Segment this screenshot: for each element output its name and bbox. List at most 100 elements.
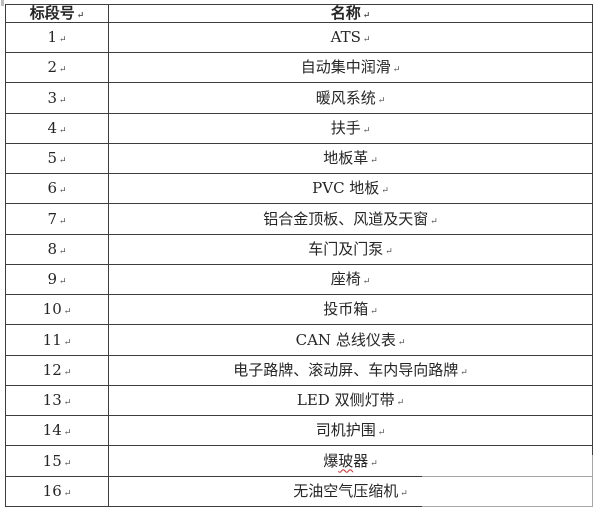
paragraph-mark-icon: ↵ [63,337,72,348]
paragraph-mark-icon: ↵ [76,11,85,21]
section-no: 5 [47,149,57,168]
table-row: 6 ↵ PVC 地板 ↵ [5,173,593,205]
paragraph-mark-icon: ↵ [63,367,72,378]
section-no-cell: 14 ↵ [5,415,109,447]
section-no-cell: 12 ↵ [5,354,109,386]
section-no-cell: 3 ↵ [5,82,109,114]
section-name: 暖风系统 [315,88,376,107]
table-row: 11 ↵ CAN 总线仪表 ↵ [5,324,593,356]
section-no: 1 [47,28,57,47]
paragraph-mark-icon: ↵ [397,337,406,348]
section-no-cell: 2 ↵ [5,52,109,84]
misspelled-text: 玻 [338,451,354,470]
header-cell-section-no: 标段号 ↵ [5,4,109,23]
table-row: 4 ↵ 扶手 ↵ [5,112,593,144]
section-no-cell: 16 ↵ [5,475,109,508]
paragraph-mark-icon: ↵ [362,35,371,46]
section-name-cell: 无油空气压缩机 ↵ [108,475,593,508]
section-name-part: 爆 [323,451,339,470]
section-name: 扶手 [330,118,361,137]
section-no-cell: 5 ↵ [5,142,109,175]
section-name-cell: ATS ↵ [108,21,593,54]
section-name: 投币箱 [323,300,369,319]
paragraph-mark-icon: ↵ [362,11,371,21]
section-name-cell: 扶手 ↵ [108,112,593,144]
section-name: ATS [330,28,361,47]
paragraph-mark-icon: ↵ [392,65,401,76]
header-cell-name: 名称 ↵ [108,4,593,23]
table-row: 3 ↵ 暖风系统 ↵ [5,82,593,114]
section-name-cell: LED 双侧灯带 ↵ [108,384,593,417]
section-no-cell: 10 ↵ [5,294,109,326]
table-row: 13 ↵ LED 双侧灯带 ↵ [5,384,593,417]
paragraph-mark-icon: ↵ [59,65,67,76]
table-row: 9 ↵ 座椅 ↵ [5,263,593,296]
section-name: 无油空气压缩机 [293,481,399,500]
header-label: 名称 [330,4,361,22]
paragraph-mark-icon: ↵ [63,458,72,469]
table-row: 5 ↵ 地板革 ↵ [5,142,593,175]
paragraph-mark-icon: ↵ [460,367,468,378]
paragraph-mark-icon: ↵ [63,488,72,499]
section-no: 2 [47,58,57,77]
header-row: 标段号 ↵ 名称 ↵ [5,4,593,23]
section-no-cell: 11 ↵ [5,324,109,356]
bid-sections-table: 标段号 ↵ 名称 ↵ 1 ↵ ATS ↵ 2 ↵ 自动集中润滑 ↵ 3 ↵ 暖风系统 ↵ 4 ↵ 扶手 ↵ 5 ↵ 地板… [5,4,593,508]
table-row: 1 ↵ ATS ↵ [5,21,593,54]
table-body: 1 ↵ ATS ↵ 2 ↵ 自动集中润滑 ↵ 3 ↵ 暖风系统 ↵ 4 ↵ 扶手 ↵ 5 ↵ 地板革 ↵ 6 ↵ PVC 地… [5,21,593,508]
section-name: LED 双侧灯带 [296,391,395,410]
section-name-cell: 爆玻器 ↵ [108,445,593,477]
paragraph-mark-icon: ↵ [370,156,378,167]
section-name-cell: 暖风系统 ↵ [108,82,593,114]
section-no-cell: 6 ↵ [5,173,109,205]
section-name: 地板革 [323,149,369,168]
section-name-cell: 地板革 ↵ [108,142,593,175]
table-row: 16 ↵ 无油空气压缩机 ↵ [5,475,593,508]
paragraph-mark-icon: ↵ [59,125,67,136]
section-no-cell: 4 ↵ [5,112,109,144]
table-row: 12 ↵ 电子路牌、滚动屏、车内导向路牌 ↵ [5,354,593,386]
paragraph-mark-icon: ↵ [63,428,72,439]
section-no: 3 [47,88,57,107]
paragraph-mark-icon: ↵ [385,246,393,257]
paragraph-mark-icon: ↵ [63,398,72,409]
paragraph-mark-icon: ↵ [400,488,408,499]
section-no: 8 [47,239,57,258]
table-row: 15 ↵ 爆玻器 ↵ [5,445,593,477]
paragraph-mark-icon: ↵ [430,216,438,227]
section-no-cell: 1 ↵ [5,21,109,54]
paragraph-mark-icon: ↵ [59,216,67,227]
section-name: 铝合金顶板、风道及天窗 [263,209,429,228]
paragraph-mark-icon: ↵ [396,398,405,409]
section-no: 10 [42,300,62,319]
section-name-cell: 车门及门泵 ↵ [108,233,593,265]
section-no-cell: 7 ↵ [5,203,109,235]
table-row: 2 ↵ 自动集中润滑 ↵ [5,52,593,84]
section-no: 13 [42,391,62,410]
section-name-cell: 座椅 ↵ [108,263,593,296]
section-name: 司机护围 [315,421,376,440]
table-row: 14 ↵ 司机护围 ↵ [5,415,593,447]
section-name-cell: 投币箱 ↵ [108,294,593,326]
paragraph-mark-icon: ↵ [59,277,67,288]
section-no: 11 [42,330,62,349]
stray-paragraph-mark [1,0,4,6]
section-name: 车门及门泵 [308,239,384,258]
header-label: 标段号 [29,4,75,22]
paragraph-mark-icon: ↵ [377,428,386,439]
section-no-cell: 13 ↵ [5,384,109,417]
section-name: 自动集中润滑 [300,58,391,77]
section-no: 16 [42,481,62,500]
paragraph-mark-icon: ↵ [370,307,378,318]
section-name-cell: CAN 总线仪表 ↵ [108,324,593,356]
section-no-cell: 15 ↵ [5,445,109,477]
section-name-part: 器 [353,451,369,470]
paragraph-mark-icon: ↵ [59,246,67,257]
paragraph-mark-icon: ↵ [63,307,72,318]
section-no: 14 [42,421,62,440]
section-name: PVC 地板 [312,179,380,198]
section-name-cell: PVC 地板 ↵ [108,173,593,205]
section-no: 4 [47,118,57,137]
paragraph-mark-icon: ↵ [362,125,371,136]
section-name-cell: 电子路牌、滚动屏、车内导向路牌 ↵ [108,354,593,386]
